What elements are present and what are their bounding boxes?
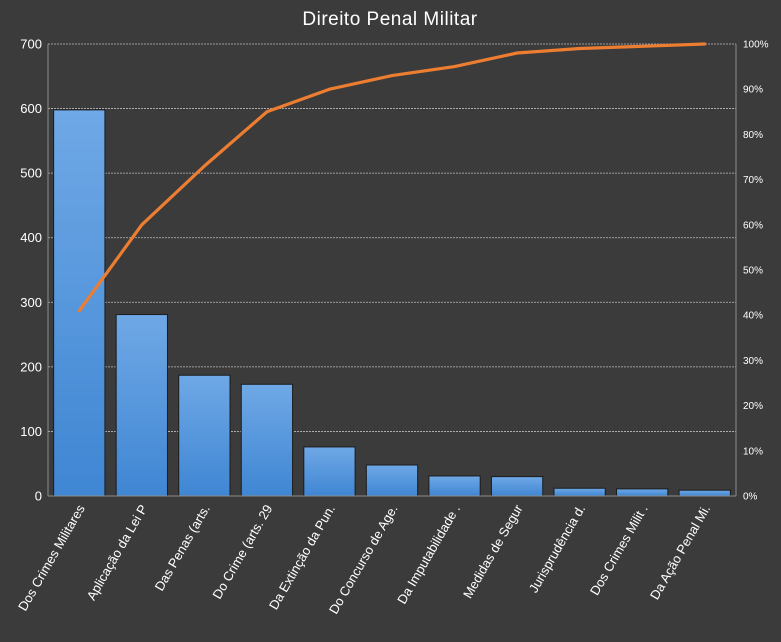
y-right-tick-label: 70% [743,175,763,186]
bar [115,314,168,497]
y-left-tick-label: 300 [20,295,42,310]
y-right-tick-label: 20% [743,401,763,412]
x-tick-label: Medidas de Segur [460,501,526,600]
cumulative-line [77,42,707,313]
y-right-tick-label: 80% [743,130,763,141]
x-tick-label: Do Concurso de Age. [326,502,401,617]
x-tick-label: Aplicação da Lei P [84,502,151,603]
y-left-tick-label: 100 [20,424,42,439]
x-tick-label: Jurisprudência d. [526,502,588,595]
bar [428,475,481,497]
bar [490,476,544,497]
y-right-tick-label: 60% [743,220,763,231]
y-left-tick-label: 700 [20,37,42,52]
bar-series [53,109,731,497]
y-right-tick-label: 10% [743,446,763,457]
x-tick-label: Da Ação Penal Mi. [647,502,713,602]
y-left-tick-label: 400 [20,230,42,245]
x-tick-label: Das Penas (arts. [152,502,213,593]
bar [53,109,106,497]
bar [553,487,606,497]
x-tick-label: Da Extinção da Pun. [266,502,338,612]
y-left-tick-label: 200 [20,359,42,374]
y-right-tick-label: 50% [743,266,763,277]
bar [616,488,669,497]
x-tick-label: Dos Crimes Milit . [587,502,651,598]
bar [365,464,419,497]
y-left-tick-label: 600 [20,101,42,116]
left-axis-ticks: 0 100 200 300 400 500 600 700 [20,37,42,504]
axes [47,44,737,497]
bar [240,383,294,497]
x-tick-label: Do Crime (arts. 29 [209,502,275,601]
x-tick-label: Dos Crimes Militares [15,502,88,614]
right-axis-ticks: 0% 10% 20% 30% 40% 50% 60% 70% 80% 90% 100% [743,40,769,503]
y-right-tick-label: 90% [743,85,763,96]
bar [178,374,231,497]
cumulative-line-series [77,42,707,313]
y-right-tick-label: 40% [743,311,763,322]
y-right-tick-label: 100% [743,40,769,51]
y-left-tick-label: 0 [35,489,42,504]
chart-title: Direito Penal Militar [302,9,477,30]
y-left-tick-label: 500 [20,166,42,181]
y-right-tick-label: 0% [743,492,758,503]
bar [303,446,356,497]
x-tick-label: Da Imputabilidade . [394,502,463,607]
bar [678,489,731,497]
y-right-tick-label: 30% [743,356,763,367]
